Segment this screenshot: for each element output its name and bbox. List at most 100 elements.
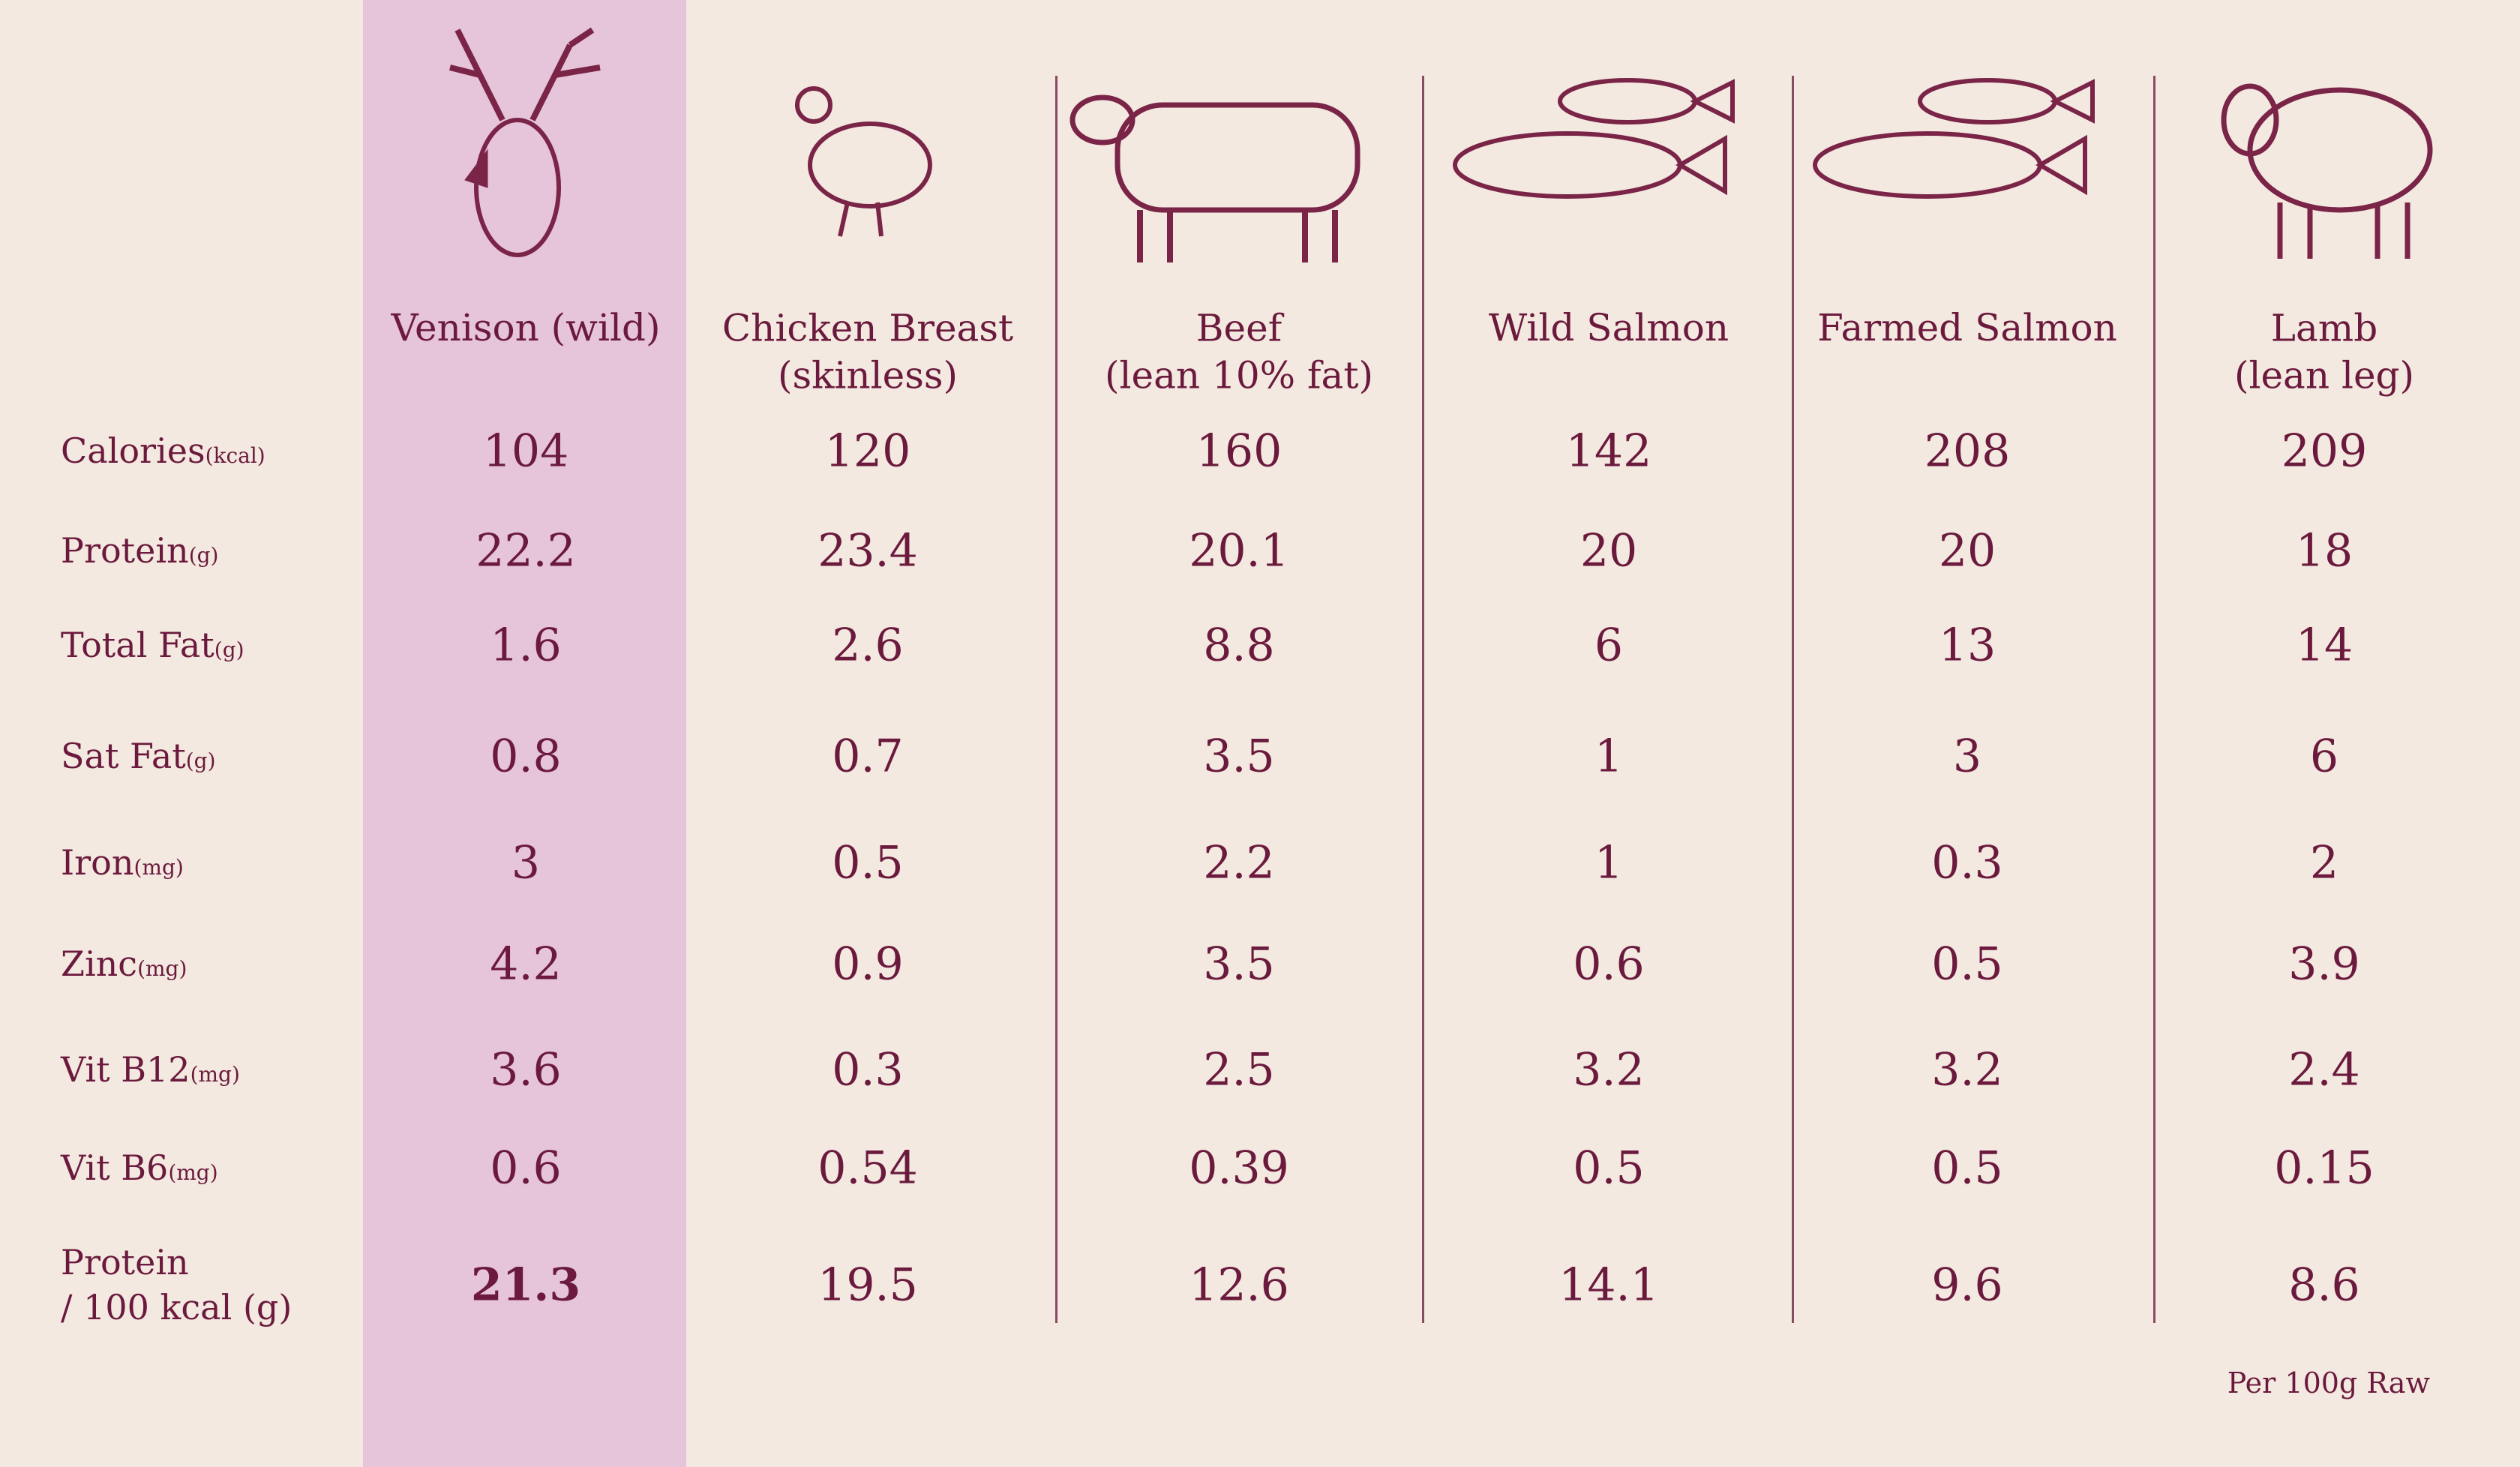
cell-value: 1: [1594, 730, 1624, 783]
cell-value: 160: [1196, 424, 1282, 478]
cell-value: 3.2: [1931, 1043, 2003, 1096]
cell-value: 6: [1594, 619, 1624, 672]
column-header: Venison (wild): [391, 305, 661, 350]
row-unit: (mg): [137, 956, 188, 982]
row-unit: (g): [185, 748, 216, 774]
icons: [449, 27, 2433, 262]
cell-value: 3.6: [490, 1043, 562, 1096]
row-label-text: Vit B12: [61, 1049, 190, 1090]
cell-value: 20.1: [1189, 524, 1289, 578]
column-header: Beef (lean 10% fat): [1105, 306, 1373, 398]
cell-value: 3.5: [1203, 938, 1275, 991]
cell-value: 0.5: [1931, 938, 2003, 991]
row-unit: (mg): [190, 1062, 240, 1088]
cell-value: 0.6: [490, 1142, 562, 1195]
divider: [1792, 76, 1794, 1323]
cell-value: 23.4: [818, 524, 918, 578]
cell-value: 0.54: [818, 1142, 918, 1195]
cell-value: 2.6: [832, 619, 904, 672]
row-label-text: Total Fat: [61, 625, 214, 666]
row-label-text: Zinc: [61, 944, 138, 985]
cell-value: 0.15: [2274, 1142, 2374, 1195]
cell-value: 3.5: [1203, 730, 1275, 783]
cell-value: 14.1: [1558, 1258, 1659, 1312]
row-label-text: Protein: [61, 530, 189, 572]
cell-value: 0.7: [832, 730, 904, 783]
cell-value: 20: [1938, 524, 1996, 578]
footnote: Per 100g Raw: [2227, 1366, 2430, 1400]
row-unit: (g): [188, 543, 219, 568]
cell-value: 12.6: [1189, 1258, 1289, 1312]
row-unit: (g): [214, 638, 244, 663]
column-header: Lamb (lean leg): [2234, 306, 2415, 398]
divider: [1055, 76, 1058, 1323]
cell-value: 3.9: [2288, 938, 2360, 991]
cell-value: 14: [2295, 619, 2354, 672]
deer-icon: [449, 27, 601, 257]
row-unit: (mg): [134, 855, 184, 880]
row-label-text: Vit B6: [61, 1148, 169, 1189]
cell-value: 0.3: [1931, 836, 2003, 890]
cell-value: 22.2: [476, 524, 576, 578]
row-label: Zinc(mg): [61, 942, 187, 987]
column-header: Wild Salmon: [1488, 305, 1730, 350]
row-label: Total Fat(g): [61, 623, 244, 668]
cell-value: 1: [1594, 836, 1624, 890]
row-label-text: Protein / 100 kcal (g): [61, 1242, 292, 1328]
row-unit: (kcal): [205, 443, 266, 469]
cell-value: 1.6: [490, 619, 562, 672]
cell-value: 20: [1580, 524, 1638, 578]
divider: [2153, 76, 2156, 1323]
highlight-column: [363, 0, 686, 1467]
cell-value: 8.6: [2288, 1258, 2360, 1312]
cell-value: 0.6: [1573, 938, 1645, 991]
cell-value: 0.5: [1573, 1142, 1645, 1195]
cell-value: 19.5: [818, 1258, 918, 1312]
column-header: Farmed Salmon: [1817, 305, 2117, 350]
cell-value: 208: [1924, 424, 2011, 478]
row-label-text: Iron: [61, 842, 134, 884]
cell-value: 18: [2295, 524, 2354, 578]
row-label: Calories(kcal): [61, 429, 266, 474]
cell-value: 0.3: [832, 1043, 904, 1096]
cell-value: 13: [1938, 619, 1996, 672]
cell-value: 120: [824, 424, 911, 478]
row-unit: (mg): [168, 1160, 218, 1186]
row-label: Iron(mg): [61, 841, 184, 886]
cell-value: 2.2: [1203, 836, 1275, 890]
row-label: Protein / 100 kcal (g): [61, 1240, 292, 1330]
divider: [1422, 76, 1424, 1323]
cell-value: 142: [1565, 424, 1652, 478]
cell-value: 0.39: [1189, 1142, 1289, 1195]
cell-value: 0.5: [832, 836, 904, 890]
column-header: Chicken Breast (skinless): [722, 306, 1014, 398]
chicken-icon: [795, 86, 932, 237]
row-label: Vit B12(mg): [61, 1048, 240, 1093]
cell-value: 21.3: [470, 1258, 581, 1312]
row-label-text: Calories: [61, 430, 206, 472]
sheep-icon: [2221, 83, 2433, 259]
cell-value: 3: [511, 836, 541, 890]
cell-value: 104: [482, 424, 569, 478]
row-label-text: Sat Fat: [61, 736, 186, 777]
fish-icon: [1813, 78, 2095, 199]
cow-icon: [1070, 94, 1360, 262]
cell-value: 2.4: [2288, 1043, 2360, 1096]
cell-value: 6: [2309, 730, 2339, 783]
row-label: Vit B6(mg): [61, 1146, 218, 1191]
fish-icon: [1453, 78, 1735, 199]
cell-value: 8.8: [1203, 619, 1275, 672]
cell-value: 209: [2281, 424, 2368, 478]
cell-value: 0.5: [1931, 1142, 2003, 1195]
cell-value: 9.6: [1931, 1258, 2003, 1312]
cell-value: 4.2: [490, 938, 562, 991]
cell-value: 2: [2309, 836, 2339, 890]
cell-value: 3.2: [1573, 1043, 1645, 1096]
cell-value: 0.9: [832, 938, 904, 991]
cell-value: 2.5: [1203, 1043, 1275, 1096]
cell-value: 3: [1952, 730, 1982, 783]
cell-value: 0.8: [490, 730, 562, 783]
row-label: Protein(g): [61, 529, 218, 574]
row-label: Sat Fat(g): [61, 734, 216, 779]
